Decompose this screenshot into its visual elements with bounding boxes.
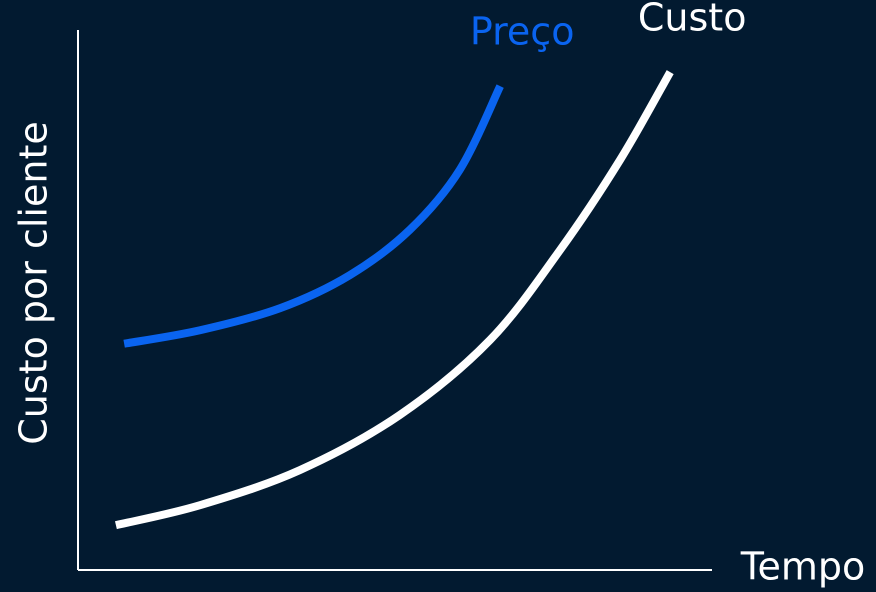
series-line [123, 84, 504, 348]
y-axis-label: Custo por cliente [12, 121, 56, 444]
legend-label: Preço [470, 10, 575, 54]
x-axis-label: Tempo [740, 545, 866, 589]
legend-label: Custo [638, 0, 747, 40]
series-line [114, 70, 674, 530]
